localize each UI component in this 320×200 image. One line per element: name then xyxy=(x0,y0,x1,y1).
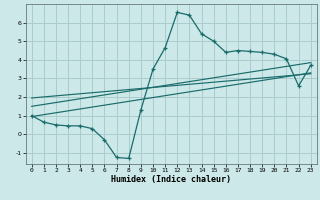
X-axis label: Humidex (Indice chaleur): Humidex (Indice chaleur) xyxy=(111,175,231,184)
